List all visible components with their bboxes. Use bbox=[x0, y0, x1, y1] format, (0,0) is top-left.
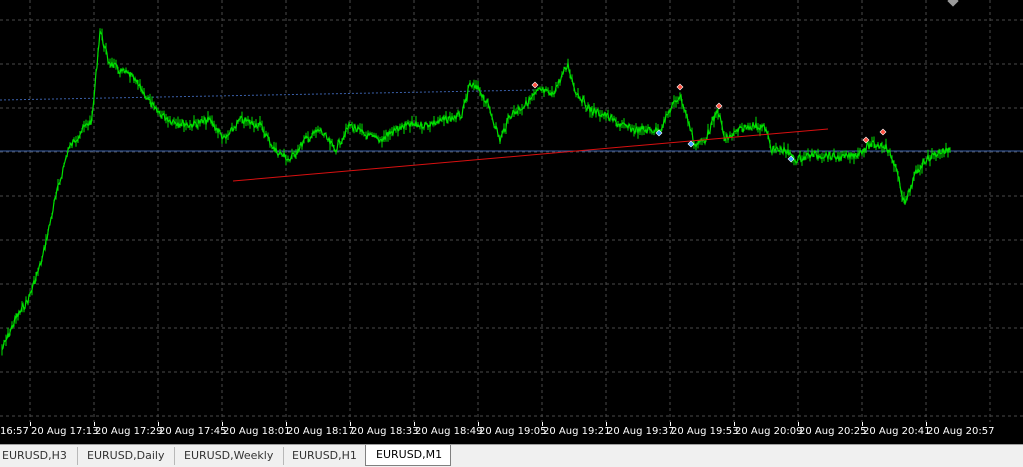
sell-arrow-marker bbox=[715, 102, 723, 110]
chart-tab-bar: EURUSD,H3 EURUSD,Daily EURUSD,Weekly EUR… bbox=[0, 444, 1023, 467]
time-label: 20 Aug 18:17 bbox=[287, 426, 355, 437]
dotted-level-line bbox=[0, 89, 536, 101]
time-tick bbox=[734, 422, 735, 426]
time-label: 20 Aug 17:13 bbox=[31, 426, 99, 437]
time-label: 20 Aug 17:29 bbox=[95, 426, 163, 437]
tab-eurusd-m1[interactable]: EURUSD,M1 bbox=[365, 445, 451, 466]
chart-canvas[interactable] bbox=[0, 0, 1023, 422]
tab-eurusd-h1[interactable]: EURUSD,H1 bbox=[282, 447, 368, 465]
price-chart[interactable] bbox=[0, 0, 1023, 422]
tab-eurusd-weekly[interactable]: EURUSD,Weekly bbox=[174, 447, 285, 465]
buy-arrow-marker bbox=[687, 140, 695, 148]
time-label: 20 Aug 19:37 bbox=[607, 426, 675, 437]
time-label: 20 Aug 18:33 bbox=[351, 426, 419, 437]
time-tick bbox=[542, 422, 543, 426]
time-label: 20 Aug 20:57 bbox=[927, 426, 995, 437]
time-tick bbox=[158, 422, 159, 426]
time-label: 20 Aug 19:05 bbox=[479, 426, 547, 437]
time-tick bbox=[606, 422, 607, 426]
sell-arrow-marker bbox=[531, 81, 539, 89]
time-tick bbox=[30, 422, 31, 426]
buy-arrow-marker bbox=[787, 155, 795, 163]
time-label: 20 Aug 17:45 bbox=[159, 426, 227, 437]
time-label: 20 Aug 18:01 bbox=[223, 426, 291, 437]
time-tick bbox=[222, 422, 223, 426]
time-tick bbox=[478, 422, 479, 426]
time-tick bbox=[862, 422, 863, 426]
time-tick bbox=[286, 422, 287, 426]
sell-arrow-marker bbox=[879, 128, 887, 136]
tab-eurusd-daily[interactable]: EURUSD,Daily bbox=[77, 447, 176, 465]
tab-eurusd-h3[interactable]: EURUSD,H3 bbox=[0, 447, 78, 465]
time-tick bbox=[670, 422, 671, 426]
sell-arrow-marker bbox=[676, 83, 684, 91]
time-tick bbox=[926, 422, 927, 426]
time-tick bbox=[94, 422, 95, 426]
price-series-line bbox=[1, 30, 951, 351]
time-label: 20 Aug 20:09 bbox=[735, 426, 803, 437]
time-label: 20 Aug 19:21 bbox=[543, 426, 611, 437]
sell-arrow-marker bbox=[862, 136, 870, 144]
time-tick bbox=[414, 422, 415, 426]
time-label: 20 Aug 20:25 bbox=[799, 426, 867, 437]
time-tick bbox=[798, 422, 799, 426]
time-tick bbox=[350, 422, 351, 426]
time-label: 20 Aug 20:41 bbox=[863, 426, 931, 437]
time-label: 16:57 bbox=[0, 426, 29, 437]
time-label: 20 Aug 19:53 bbox=[671, 426, 739, 437]
trendline bbox=[232, 128, 829, 182]
buy-arrow-marker bbox=[655, 129, 663, 137]
time-axis: 16:57 20 Aug 17:13 20 Aug 17:29 20 Aug 1… bbox=[0, 422, 1023, 444]
time-label: 20 Aug 18:49 bbox=[415, 426, 483, 437]
